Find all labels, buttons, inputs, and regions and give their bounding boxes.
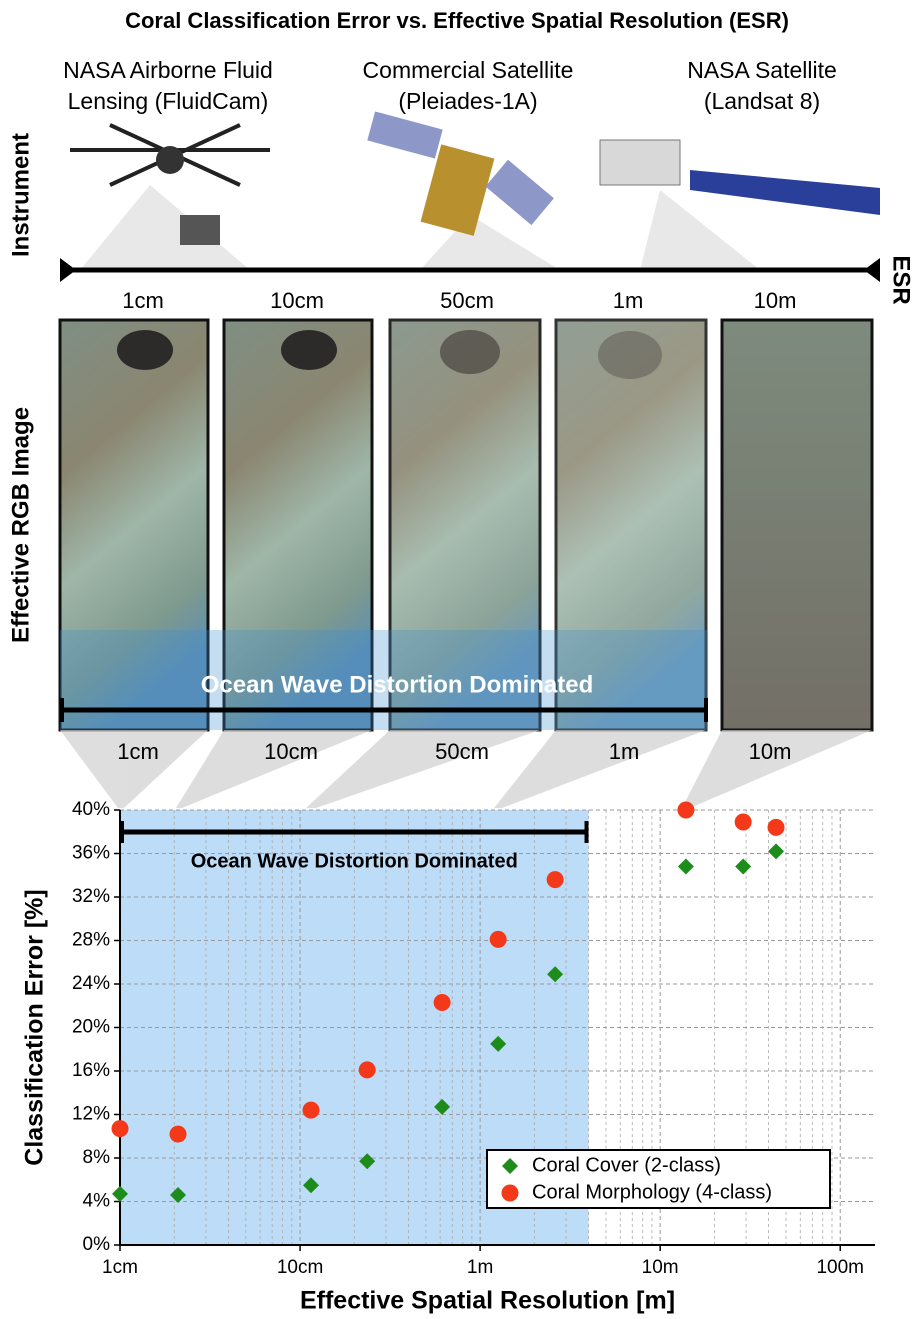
legend-marker bbox=[502, 1185, 519, 1202]
y-axis-title: Classification Error [%] bbox=[21, 889, 49, 1165]
figure: Coral Classification Error vs. Effective… bbox=[0, 0, 914, 1319]
view-cone bbox=[80, 185, 250, 270]
x-tick-label: 100m bbox=[816, 1257, 864, 1278]
y-tick-label: 8% bbox=[83, 1147, 111, 1168]
y-tick-label: 20% bbox=[72, 1017, 110, 1038]
circle-point bbox=[677, 802, 694, 819]
y-tick-label: 36% bbox=[72, 843, 110, 864]
y-tick-label: 28% bbox=[72, 930, 110, 951]
diamond-point bbox=[768, 843, 784, 859]
satellite-icon bbox=[367, 111, 554, 235]
y-tick-label: 4% bbox=[83, 1191, 111, 1212]
rock bbox=[117, 330, 173, 370]
y-tick-label: 32% bbox=[72, 886, 110, 907]
circle-point bbox=[768, 819, 785, 836]
esr-label-bottom: 1cm bbox=[117, 739, 159, 764]
instrument-name: NASA Satellite bbox=[687, 57, 837, 83]
instrument-name: Commercial Satellite bbox=[363, 57, 574, 83]
rock bbox=[598, 331, 662, 379]
circle-point bbox=[359, 1061, 376, 1078]
esr-label-bottom: 10m bbox=[749, 739, 792, 764]
esr-label-top: 10cm bbox=[270, 288, 324, 313]
figure-title: Coral Classification Error vs. Effective… bbox=[125, 8, 789, 33]
esr-label-top: 50cm bbox=[440, 288, 494, 313]
circle-point bbox=[170, 1126, 187, 1143]
x-tick-label: 10cm bbox=[277, 1257, 323, 1278]
y-tick-label: 0% bbox=[83, 1234, 111, 1255]
row-label: Instrument bbox=[7, 133, 34, 257]
legend-label: Coral Cover (2-class) bbox=[532, 1154, 721, 1176]
x-tick-label: 10m bbox=[642, 1257, 679, 1278]
banner-text: Ocean Wave Distortion Dominated bbox=[201, 671, 594, 698]
landsat-icon bbox=[600, 140, 880, 215]
circle-point bbox=[434, 994, 451, 1011]
view-cone bbox=[640, 190, 760, 270]
circle-point bbox=[302, 1102, 319, 1119]
esr-label-top: 10m bbox=[754, 288, 797, 313]
esr-label-top: 1m bbox=[613, 288, 644, 313]
esr-label-top: 1cm bbox=[122, 288, 164, 313]
rock bbox=[281, 330, 337, 370]
instrument-name: (Landsat 8) bbox=[704, 88, 820, 114]
image-panel bbox=[722, 320, 872, 730]
circle-point bbox=[735, 813, 752, 830]
esr-label: ESR bbox=[888, 255, 914, 304]
x-tick-label: 1cm bbox=[102, 1257, 138, 1278]
circle-point bbox=[490, 931, 507, 948]
esr-label-bottom: 1m bbox=[609, 739, 640, 764]
arrow-head bbox=[60, 258, 76, 282]
y-tick-label: 24% bbox=[72, 973, 110, 994]
legend-label: Coral Morphology (4-class) bbox=[532, 1181, 772, 1203]
x-axis-title: Effective Spatial Resolution [m] bbox=[300, 1287, 675, 1315]
arrow-head bbox=[864, 258, 880, 282]
instrument-name: (Pleiades-1A) bbox=[398, 88, 537, 114]
row-label: Effective RGB Image bbox=[7, 407, 34, 643]
instrument-name: Lensing (FluidCam) bbox=[68, 88, 269, 114]
rock bbox=[440, 330, 500, 374]
instrument-name: NASA Airborne Fluid bbox=[63, 57, 273, 83]
image-panels bbox=[60, 320, 872, 730]
circle-point bbox=[112, 1120, 129, 1137]
y-tick-label: 16% bbox=[72, 1060, 110, 1081]
annotation: Ocean Wave Distortion Dominated bbox=[191, 850, 518, 872]
esr-label-bottom: 50cm bbox=[435, 739, 489, 764]
esr-label-bottom: 10cm bbox=[264, 739, 318, 764]
diamond-point bbox=[735, 859, 751, 875]
diamond-point bbox=[678, 859, 694, 875]
circle-point bbox=[547, 871, 564, 888]
x-tick-label: 1m bbox=[467, 1257, 493, 1278]
y-tick-label: 40% bbox=[72, 799, 110, 820]
y-tick-label: 12% bbox=[72, 1104, 110, 1125]
